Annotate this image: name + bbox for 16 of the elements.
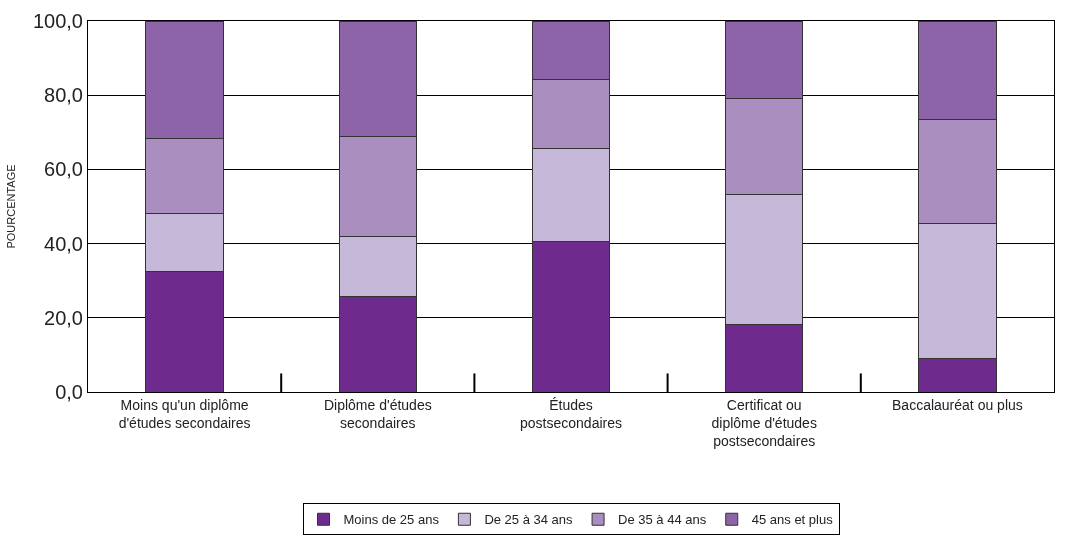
y-tick-label: 40,0 [44, 232, 83, 255]
y-tick-label: 0,0 [55, 381, 83, 403]
legend-label: De 25 à 34 ans [484, 512, 574, 528]
y-tick-label: 80,0 [44, 84, 83, 107]
x-tick-label: Études postsecondaires [520, 396, 622, 431]
y-tick-label: 20,0 [44, 306, 83, 329]
y-tick-label: 60,0 [44, 158, 83, 181]
y-tick-label: 100,0 [32, 10, 83, 32]
y-axis-title: POURCENTAGE [4, 164, 17, 249]
legend-label: 45 ans et plus [751, 512, 834, 528]
legend-label: De 35 à 44 ans [618, 512, 707, 528]
legend-label: Moins de 25 ans [343, 512, 440, 528]
x-tick-label: Diplôme d'études secondaires [323, 396, 432, 431]
x-tick-label: Certificat ou diplôme d'études postsecondaires [711, 396, 817, 450]
x-tick-label: Moins qu'un diplôme d'études secondaires [118, 396, 251, 431]
x-tick-label: Baccalauréat ou plus [892, 396, 1023, 413]
